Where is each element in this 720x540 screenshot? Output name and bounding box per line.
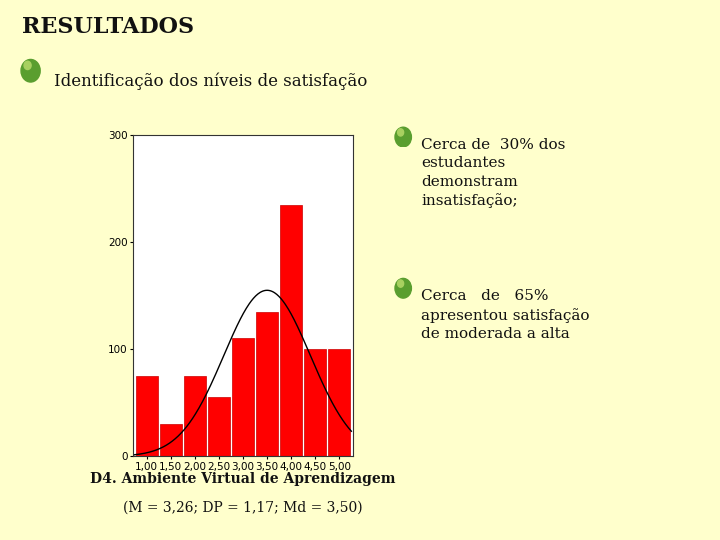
Bar [136,376,158,456]
Bar [305,349,326,456]
Text: Identificação dos níveis de satisfação: Identificação dos níveis de satisfação [54,73,367,90]
Circle shape [395,279,411,298]
Bar [256,312,278,456]
Circle shape [24,61,31,70]
Circle shape [21,59,40,82]
Bar [184,376,206,456]
Circle shape [397,280,404,287]
Bar [280,205,302,456]
Bar [208,397,230,456]
Circle shape [395,127,411,147]
Bar [328,349,350,456]
Circle shape [397,129,404,136]
Text: Cerca   de   65%
apresentou satisfação
de moderada a alta: Cerca de 65% apresentou satisfação de mo… [421,289,590,341]
Text: D4. Ambiente Virtual de Aprendizagem: D4. Ambiente Virtual de Aprendizagem [90,472,396,487]
Text: Cerca de  30% dos
estudantes
demonstram
insatisfação;: Cerca de 30% dos estudantes demonstram i… [421,138,566,208]
Text: (M = 3,26; DP = 1,17; Md = 3,50): (M = 3,26; DP = 1,17; Md = 3,50) [123,501,363,515]
Bar [232,339,254,456]
Text: RESULTADOS: RESULTADOS [22,16,194,38]
Bar [160,424,181,456]
